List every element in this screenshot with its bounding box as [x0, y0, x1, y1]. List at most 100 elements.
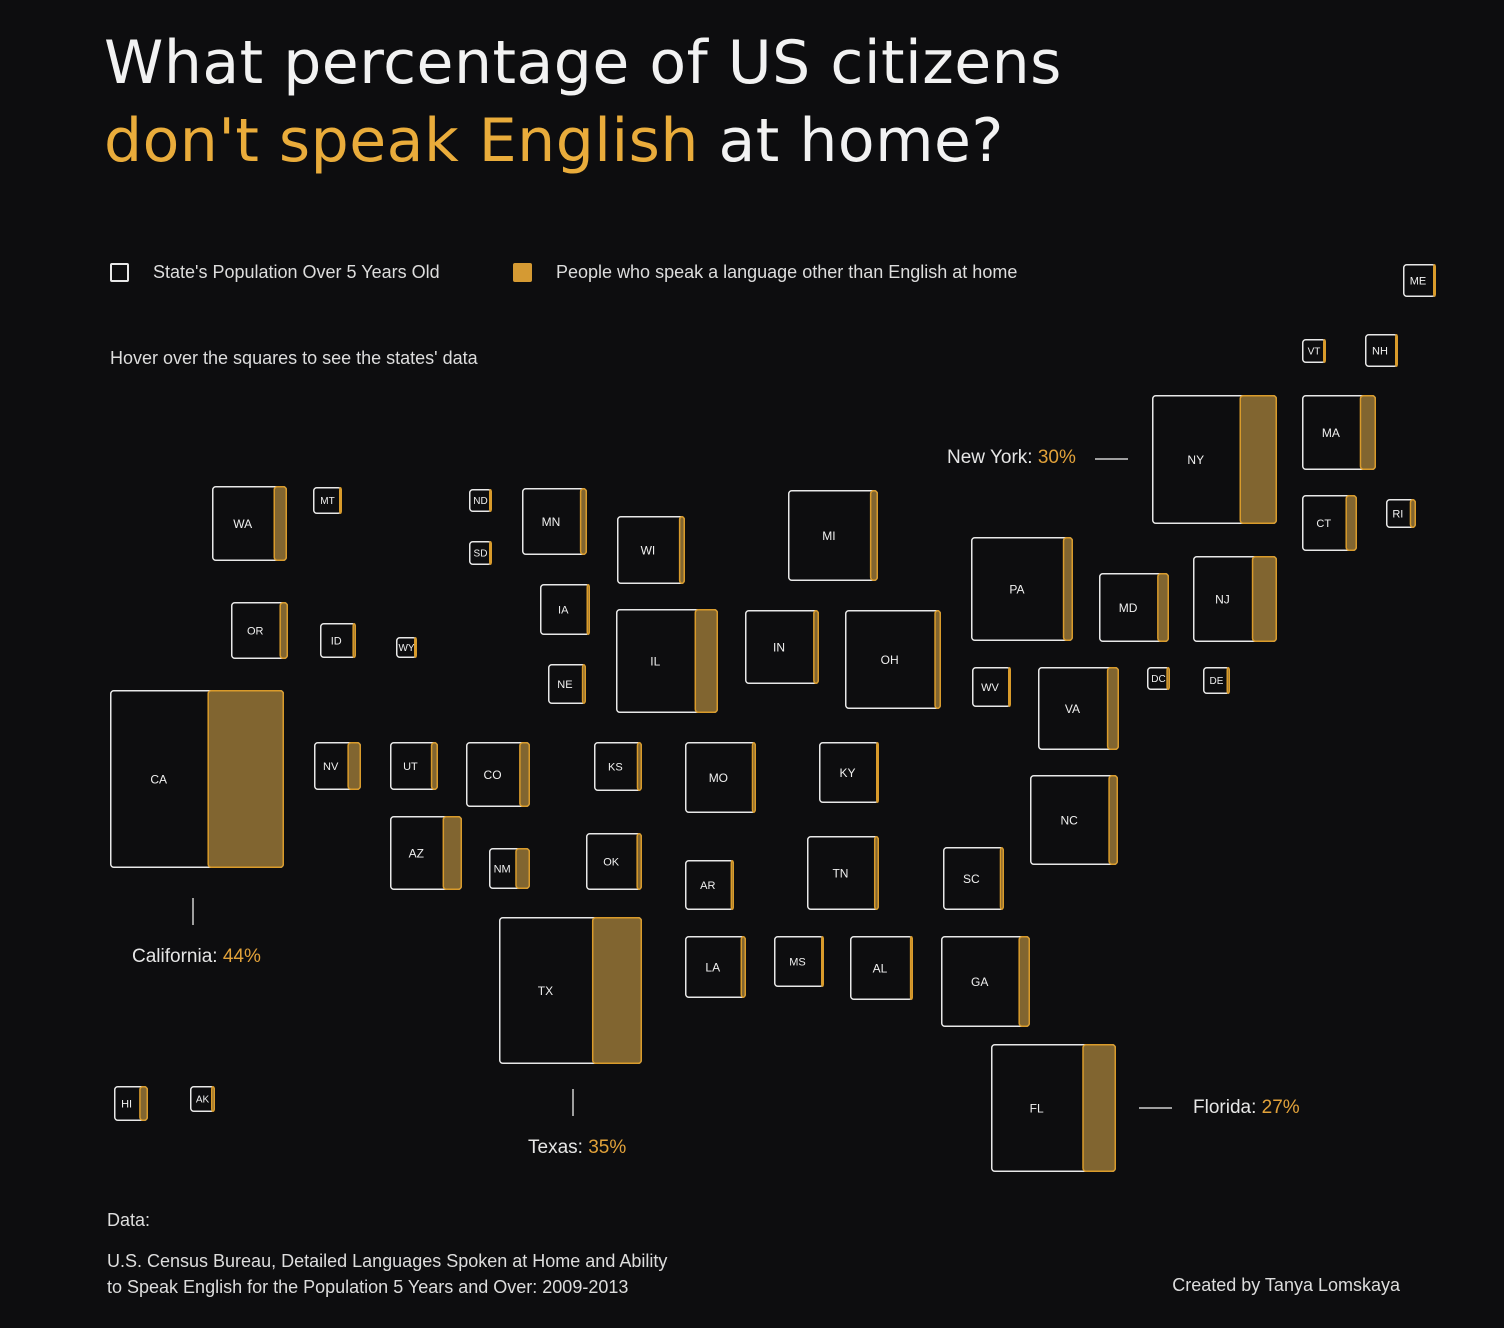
state-code-in: IN: [773, 640, 785, 654]
state-code-wv: WV: [981, 682, 999, 694]
state-tile-ga[interactable]: GA: [941, 936, 1030, 1027]
state-tile-la[interactable]: LA: [685, 936, 747, 998]
state-tile-vt[interactable]: VT: [1302, 339, 1326, 363]
state-tile-wy[interactable]: WY: [396, 637, 417, 658]
state-code-nc: NC: [1060, 813, 1078, 827]
share-bar-ky: [876, 742, 879, 803]
state-code-ak: AK: [196, 1095, 210, 1106]
state-tile-al[interactable]: AL: [850, 936, 913, 1000]
state-tile-sd[interactable]: SD: [469, 541, 492, 565]
florida-callout: Florida: 27%: [1193, 1097, 1300, 1119]
share-bar-al: [909, 936, 913, 1000]
state-tile-nv[interactable]: NV: [314, 742, 361, 790]
state-code-ks: KS: [608, 761, 623, 773]
state-tile-ms[interactable]: MS: [774, 936, 824, 987]
state-tile-ok[interactable]: OK: [586, 833, 643, 890]
california-callout-value: 44%: [222, 946, 261, 967]
legend-other-language: People who speak a language other than E…: [513, 262, 1017, 283]
share-bar-ak: [211, 1086, 215, 1112]
state-tile-mi[interactable]: MI: [788, 490, 879, 581]
state-tile-oh[interactable]: OH: [845, 610, 942, 709]
share-bar-ga: [1018, 936, 1030, 1027]
state-tile-ut[interactable]: UT: [390, 742, 438, 790]
state-tile-ny[interactable]: NY: [1152, 395, 1277, 524]
state-tile-nd[interactable]: ND: [469, 489, 492, 512]
share-bar-ia: [586, 584, 590, 635]
state-tile-co[interactable]: CO: [466, 742, 530, 807]
share-bar-ms: [821, 936, 824, 987]
state-tile-or[interactable]: OR: [231, 602, 289, 659]
state-code-pa: PA: [1009, 582, 1024, 596]
state-tile-nc[interactable]: NC: [1030, 775, 1118, 865]
state-code-wy: WY: [398, 643, 414, 654]
state-tile-md[interactable]: MD: [1099, 573, 1169, 642]
state-tile-sc[interactable]: SC: [943, 847, 1004, 910]
share-bar-la: [740, 936, 747, 998]
state-tile-tn[interactable]: TN: [807, 836, 880, 910]
state-code-ca: CA: [150, 772, 167, 786]
state-code-il: IL: [650, 654, 660, 668]
state-tile-hi[interactable]: HI: [114, 1086, 149, 1121]
state-tile-ar[interactable]: AR: [685, 860, 735, 910]
state-code-co: CO: [484, 768, 502, 782]
state-code-ut: UT: [403, 761, 418, 773]
state-tile-nm[interactable]: NM: [489, 848, 530, 889]
state-tile-de[interactable]: DE: [1203, 667, 1230, 694]
state-tile-dc[interactable]: DC: [1147, 667, 1170, 690]
state-tile-id[interactable]: ID: [320, 623, 356, 658]
share-bar-dc: [1166, 667, 1170, 690]
state-tile-wa[interactable]: WA: [212, 486, 287, 561]
state-tile-ma[interactable]: MA: [1302, 395, 1376, 470]
state-tile-ia[interactable]: IA: [540, 584, 590, 635]
state-tile-ne[interactable]: NE: [548, 664, 587, 704]
state-code-de: DE: [1210, 676, 1224, 687]
state-tile-ct[interactable]: CT: [1302, 495, 1357, 551]
state-tile-mo[interactable]: MO: [685, 742, 756, 813]
state-tile-va[interactable]: VA: [1038, 667, 1119, 750]
state-tile-az[interactable]: AZ: [390, 816, 462, 890]
share-bar-nd: [489, 489, 492, 512]
state-code-md: MD: [1119, 601, 1138, 615]
state-code-mo: MO: [709, 771, 728, 785]
title-accent: don't speak English: [104, 106, 699, 176]
legend-other-language-label: People who speak a language other than E…: [556, 262, 1018, 282]
hover-hint: Hover over the squares to see the states…: [110, 348, 478, 368]
state-tile-pa[interactable]: PA: [971, 537, 1074, 641]
legend-population-label: State's Population Over 5 Years Old: [153, 262, 440, 282]
state-tile-ak[interactable]: AK: [190, 1086, 215, 1112]
title-rest: at home?: [698, 106, 1004, 176]
state-tile-ri[interactable]: RI: [1386, 499, 1416, 528]
state-tile-ks[interactable]: KS: [594, 742, 642, 791]
state-tile-me[interactable]: ME: [1403, 264, 1436, 297]
state-tile-wi[interactable]: WI: [617, 516, 686, 584]
state-tile-wv[interactable]: WV: [972, 667, 1011, 707]
state-tile-tx[interactable]: TX: [499, 917, 643, 1064]
state-code-ne: NE: [557, 679, 572, 691]
new-york-callout: New York: 30%: [947, 447, 1076, 469]
legend-population: State's Population Over 5 Years Old: [110, 262, 440, 283]
state-code-mi: MI: [822, 529, 835, 543]
florida-callout-label: Florida:: [1193, 1097, 1262, 1118]
state-tile-ca[interactable]: CA: [110, 690, 284, 868]
share-bar-hi: [139, 1086, 149, 1121]
chart-title: What percentage of US citizens don't spe…: [104, 24, 1062, 180]
share-bar-de: [1226, 667, 1230, 694]
state-code-ri: RI: [1392, 508, 1403, 520]
share-bar-il: [694, 609, 718, 713]
state-tile-il[interactable]: IL: [616, 609, 718, 713]
state-code-id: ID: [331, 635, 342, 647]
state-tile-mn[interactable]: MN: [522, 488, 587, 555]
state-tile-ky[interactable]: KY: [819, 742, 879, 803]
state-tile-fl[interactable]: FL: [991, 1044, 1116, 1172]
state-code-wa: WA: [233, 517, 252, 531]
state-tile-mt[interactable]: MT: [313, 487, 342, 514]
california-callout-label: California:: [132, 946, 223, 967]
share-bar-ut: [430, 742, 438, 790]
state-tile-nj[interactable]: NJ: [1193, 556, 1278, 642]
share-bar-co: [519, 742, 530, 807]
share-bar-nj: [1251, 556, 1278, 642]
state-tile-nh[interactable]: NH: [1365, 334, 1398, 367]
share-bar-ny: [1239, 395, 1277, 524]
state-code-al: AL: [873, 961, 888, 975]
state-tile-in[interactable]: IN: [745, 610, 820, 684]
